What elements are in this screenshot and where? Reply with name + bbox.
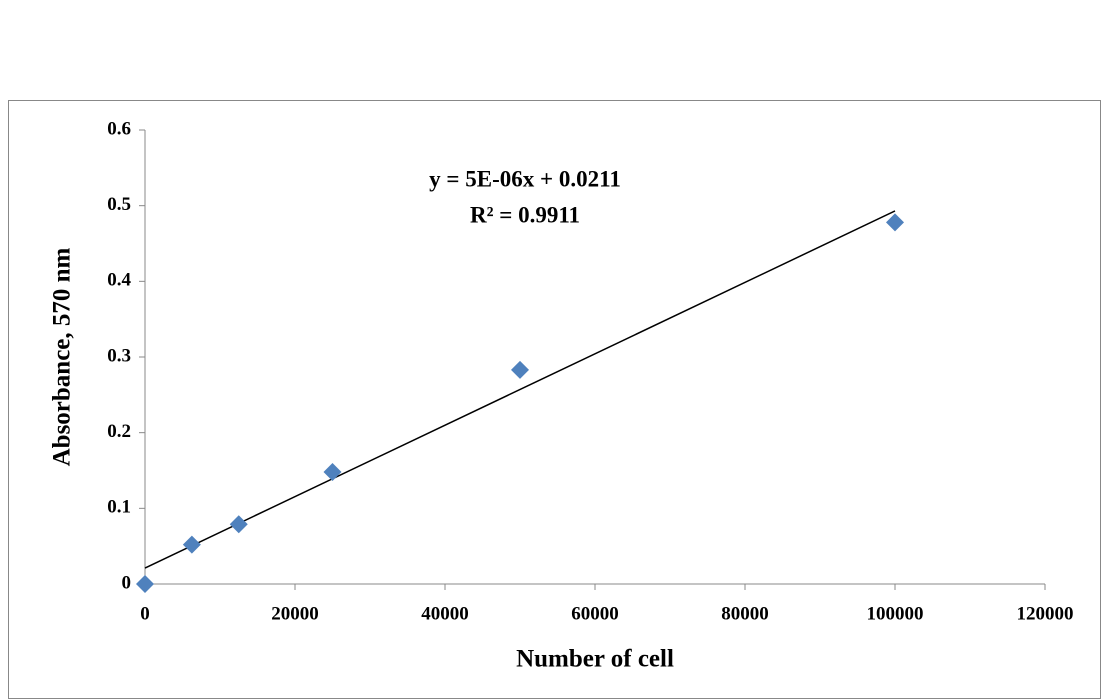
y-tick-label: 0.3: [107, 345, 131, 366]
point: [136, 575, 154, 593]
equation: y = 5E-06x + 0.0211: [429, 166, 621, 191]
y-tick-label: 0.1: [107, 497, 131, 518]
point: [182, 535, 201, 554]
point: [511, 360, 529, 379]
y-axis-title: Absorbance, 570 nm: [49, 247, 76, 466]
x-tick-label: 60000: [571, 603, 619, 624]
y-tick-label: 0.6: [107, 118, 131, 139]
point: [886, 213, 904, 232]
x-tick-label: 80000: [721, 603, 769, 624]
point: [229, 515, 248, 534]
x-tick-label: 40000: [421, 603, 469, 624]
chart-border: [8, 100, 1101, 699]
x-tick-label: 120000: [1017, 603, 1074, 624]
x-tick-label: 100000: [867, 603, 924, 624]
y-tick-label: 0.5: [107, 194, 131, 215]
y-tick-label: 0: [122, 572, 132, 593]
x-tick-label: 20000: [271, 603, 319, 624]
y-tick-label: 0.4: [107, 270, 131, 291]
trendline: [144, 210, 896, 569]
point: [323, 463, 342, 482]
y-tick-label: 0.2: [107, 421, 131, 442]
r-squared: R² = 0.9911: [470, 202, 580, 227]
x-axis-title: Number of cell: [516, 646, 674, 673]
x-tick-label: 0: [140, 603, 150, 624]
